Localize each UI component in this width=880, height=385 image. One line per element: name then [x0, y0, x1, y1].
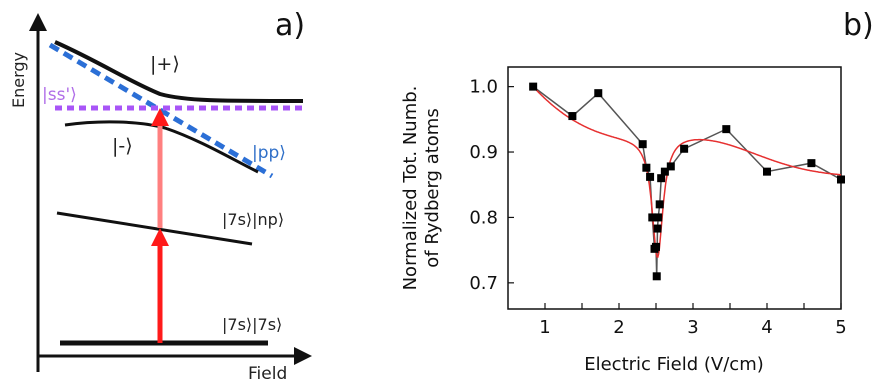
data-point [638, 140, 647, 149]
data-point [568, 112, 577, 121]
data-connecting-line [532, 86, 842, 277]
data-point [653, 224, 662, 233]
axis-ticks [508, 86, 842, 309]
state-minus-curve [64, 120, 259, 174]
state-plus-label: |+⟩ [150, 53, 180, 75]
plot-frame [507, 66, 842, 310]
lower-excitation-arrow-head [151, 228, 169, 246]
y-axis-title-line1: Normalized Tot. Numb. [400, 86, 421, 291]
upper-excitation-arrow-head [151, 108, 169, 126]
x-tick-label: 4 [761, 317, 772, 338]
state-7snp-label: |7s⟩|np⟩ [222, 210, 284, 229]
y-tick-label: 0.9 [469, 142, 498, 163]
data-points [529, 82, 845, 281]
data-point [660, 167, 669, 176]
panel-a-label: a) [275, 8, 305, 43]
data-point [642, 163, 651, 172]
data-point [680, 144, 689, 153]
data-point [652, 272, 661, 281]
fit-curve [532, 86, 841, 258]
x-tick-label: 2 [613, 317, 624, 338]
y-tick-labels: 0.7 0.8 0.9 1.0 [469, 77, 498, 294]
panel-a-y-axis-label: Energy [9, 52, 28, 108]
data-point [763, 167, 771, 176]
data-point [648, 213, 657, 222]
data-point [807, 159, 816, 168]
panel-b: b) 1 2 3 4 5 0.7 0.8 0.9 1.0 Electric Field (V/… [400, 8, 874, 375]
panel-a: Energy Field a) |+⟩ |ss'⟩ |-⟩ |pp⟩ |7s⟩|… [9, 8, 312, 384]
data-point [652, 242, 660, 251]
y-tick-label: 0.8 [469, 207, 498, 228]
y-axis-title-line2: of Rydberg atoms [422, 108, 443, 267]
data-point [529, 82, 538, 91]
state-minus-label: |-⟩ [112, 135, 133, 157]
x-tick-labels: 1 2 3 4 5 [539, 317, 846, 338]
x-tick-label: 1 [539, 317, 550, 338]
panel-b-label: b) [843, 8, 874, 43]
state-plus-curve [54, 40, 304, 103]
state-ss-label: |ss'⟩ [42, 85, 77, 105]
data-point [657, 174, 666, 183]
x-axis-title: Electric Field (V/cm) [584, 354, 764, 375]
data-point [722, 125, 731, 134]
data-point [646, 172, 655, 181]
data-point [655, 200, 664, 209]
panel-a-x-axis-label: Field [248, 364, 287, 384]
state-pp-label: |pp⟩ [252, 143, 286, 163]
x-tick-label: 3 [687, 317, 698, 338]
state-7snp-line [56, 211, 253, 246]
state-7s7s-label: |7s⟩|7s⟩ [222, 315, 282, 334]
x-tick-label: 5 [835, 317, 846, 338]
data-point [594, 89, 603, 98]
y-tick-label: 1.0 [469, 77, 498, 98]
data-point [654, 213, 663, 222]
data-point [837, 175, 845, 184]
data-point [666, 162, 675, 171]
y-tick-label: 0.7 [469, 273, 498, 294]
